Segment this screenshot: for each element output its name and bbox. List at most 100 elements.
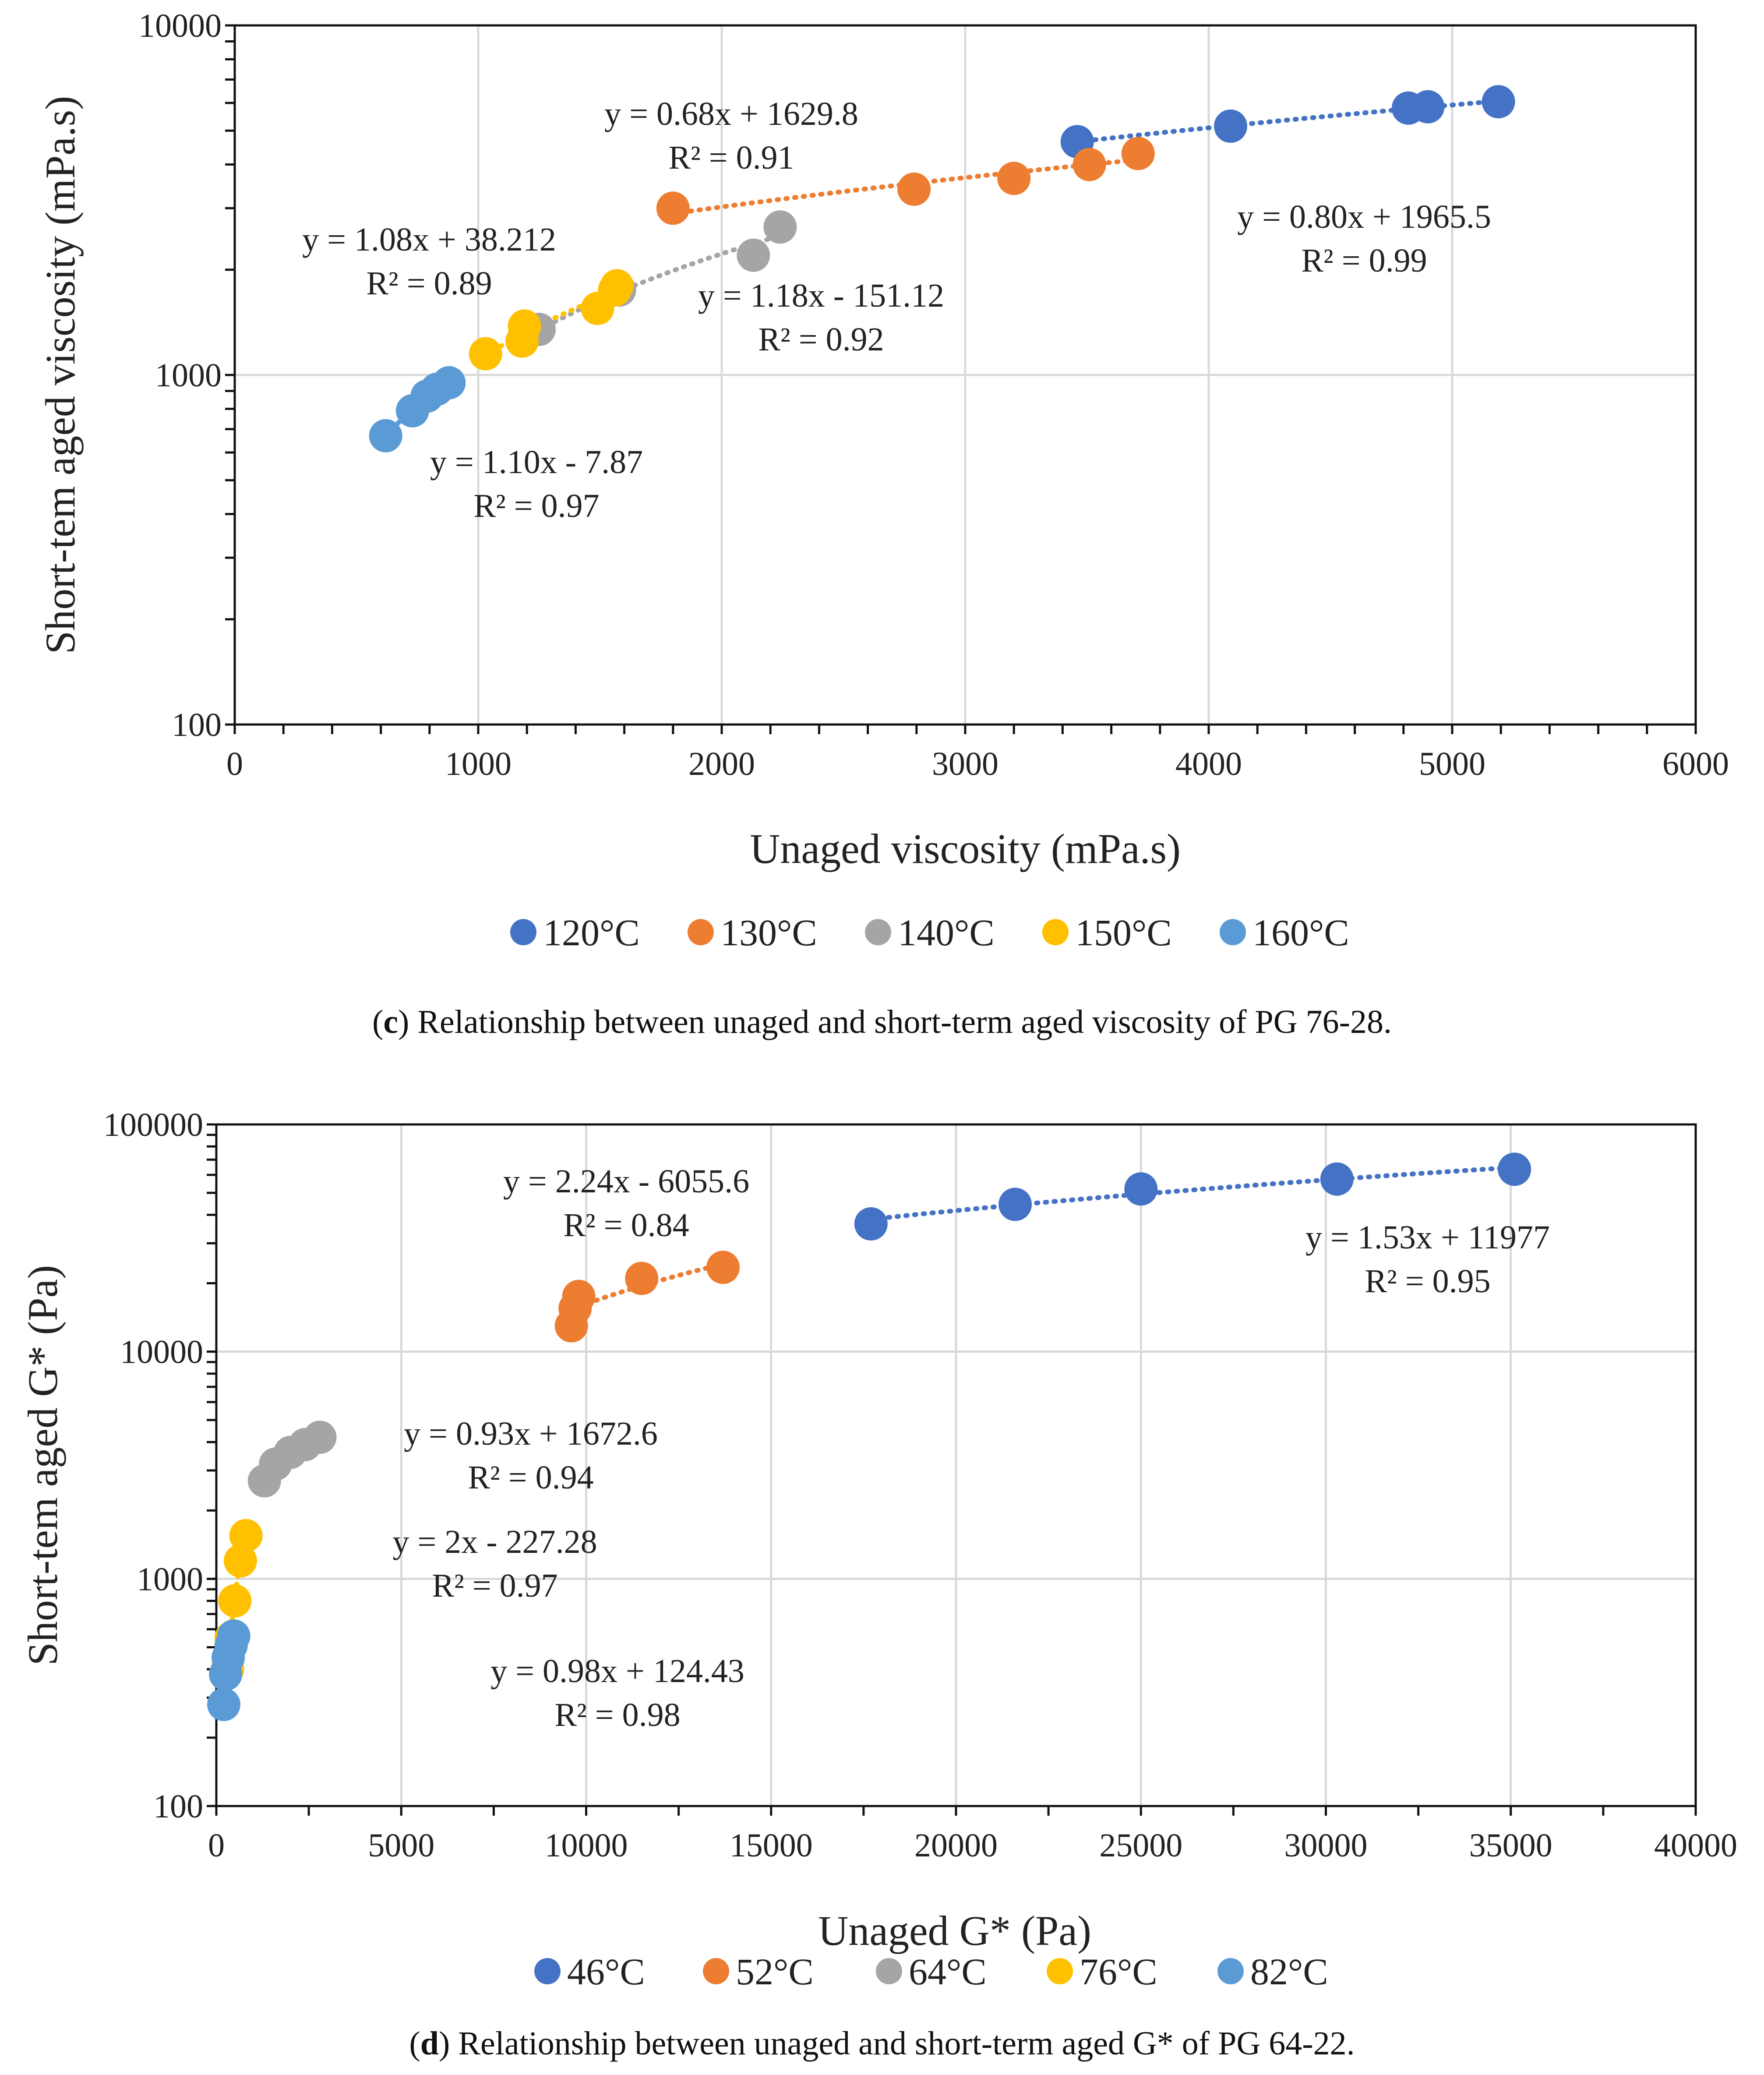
r2-140c: R² = 0.92 [758, 321, 884, 358]
x-tick-label: 15000 [730, 1827, 813, 1864]
equation-46c: y = 1.53x + 11977 [1305, 1219, 1550, 1256]
point-46c [1124, 1172, 1158, 1206]
r2-150c: R² = 0.89 [366, 265, 492, 302]
equation-64c: y = 0.93x + 1672.6 [404, 1415, 658, 1452]
x-tick-label: 3000 [932, 746, 998, 782]
x-tick-labels: 0 1000 2000 3000 4000 5000 6000 [226, 746, 1729, 782]
y-tick-labels: 100 1000 10000 100000 [103, 1106, 203, 1825]
equation-52c: y = 2.24x - 6055.6 [503, 1163, 749, 1200]
gridlines [235, 25, 1696, 725]
legend-marker-64c [876, 1958, 902, 1984]
point-52c [625, 1262, 659, 1295]
x-tick-label: 25000 [1099, 1827, 1182, 1864]
point-130c [656, 191, 690, 225]
point-130c [897, 172, 931, 206]
x-tick-label: 1000 [445, 746, 512, 782]
r2-160c: R² = 0.97 [473, 488, 599, 524]
point-52c [706, 1251, 740, 1284]
point-82c [207, 1688, 240, 1722]
legend: 120°C 130°C 140°C 150°C 160°C [510, 912, 1349, 954]
legend-label-52c: 52°C [736, 1951, 814, 1993]
legend-marker-150c [1042, 919, 1069, 945]
legend-marker-76c [1047, 1958, 1073, 1984]
legend-label-140c: 140°C [898, 912, 995, 954]
equation-130c: y = 0.68x + 1629.8 [604, 95, 858, 132]
r2-46c: R² = 0.95 [1365, 1263, 1490, 1300]
point-140c [763, 210, 797, 244]
caption-c-text: ) Relationship between unaged and short-… [398, 1004, 1392, 1040]
gridlines [216, 1124, 1696, 1806]
legend-label-64c: 64°C [909, 1951, 987, 1993]
x-tick-label: 0 [208, 1827, 225, 1864]
chart-panel-c: 0 1000 2000 3000 4000 5000 6000 100 1000 10000 U… [37, 7, 1729, 1040]
data-points [207, 1152, 1531, 1722]
point-120c [1214, 110, 1247, 143]
caption-c-letter: c [383, 1004, 398, 1040]
point-46c [1320, 1162, 1354, 1196]
point-140c [737, 238, 770, 272]
legend-marker-130c [688, 919, 714, 945]
r2-64c: R² = 0.94 [468, 1459, 593, 1496]
point-150c [508, 309, 541, 343]
point-82c [217, 1619, 250, 1653]
x-tick-label: 5000 [368, 1827, 434, 1864]
x-tick-label: 40000 [1654, 1827, 1737, 1864]
point-130c [997, 162, 1031, 195]
equation-76c: y = 2x - 227.28 [392, 1524, 597, 1560]
point-130c [1073, 148, 1106, 181]
y-tick-label: 1000 [137, 1561, 203, 1598]
equation-120c: y = 0.80x + 1965.5 [1237, 198, 1491, 235]
legend-marker-120c [510, 919, 536, 945]
y-tick-label: 10000 [138, 7, 222, 44]
point-46c [1498, 1152, 1531, 1186]
legend-marker-140c [865, 919, 891, 945]
legend-label-46c: 46°C [567, 1951, 645, 1993]
equation-160c: y = 1.10x - 7.87 [430, 444, 643, 481]
y-tick-label: 100 [172, 707, 222, 743]
x-tick-label: 35000 [1469, 1827, 1552, 1864]
legend-label-120c: 120°C [543, 912, 640, 954]
point-76c [218, 1584, 252, 1618]
legend-marker-160c [1220, 919, 1246, 945]
legend-label-82c: 82°C [1250, 1951, 1328, 1993]
point-120c [1411, 90, 1445, 124]
x-tick-labels: 0 5000 10000 15000 20000 25000 30000 35000 40000 [208, 1827, 1737, 1864]
caption-d-text: ) Relationship between unaged and short-… [439, 2025, 1355, 2062]
legend-label-130c: 130°C [720, 912, 817, 954]
legend-label-160c: 160°C [1252, 912, 1349, 954]
y-tick-label: 10000 [120, 1334, 203, 1371]
x-tick-label: 30000 [1284, 1827, 1368, 1864]
r2-130c: R² = 0.91 [668, 139, 794, 176]
x-tick-label: 2000 [688, 746, 755, 782]
caption-d: (d) Relationship between unaged and shor… [409, 2025, 1355, 2062]
point-130c [1121, 137, 1155, 170]
point-120c [1482, 85, 1515, 119]
x-tick-label: 4000 [1175, 746, 1242, 782]
point-160c [432, 366, 466, 399]
x-axis-label: Unaged G* (Pa) [818, 1907, 1091, 1954]
y-axis-label: Short-tem aged G* (Pa) [19, 1265, 66, 1665]
x-tick-label: 5000 [1419, 746, 1485, 782]
point-76c [229, 1519, 263, 1552]
y-tick-labels: 100 1000 10000 [138, 7, 222, 743]
caption-c: (c) Relationship between unaged and shor… [372, 1004, 1392, 1040]
point-150c [469, 337, 502, 371]
x-tick-label: 0 [226, 746, 243, 782]
y-tick-label: 100 [153, 1788, 203, 1825]
r2-52c: R² = 0.84 [563, 1207, 689, 1244]
chart-panel-d: 0 5000 10000 15000 20000 25000 30000 35000 40000… [19, 1106, 1737, 2062]
x-tick-label: 6000 [1662, 746, 1729, 782]
equation-140c: y = 1.18x - 151.12 [698, 277, 944, 314]
x-tick-label: 10000 [545, 1827, 628, 1864]
equation-82c: y = 0.98x + 124.43 [490, 1653, 744, 1690]
y-axis-label: Short-tem aged viscosity (mPa.s) [37, 96, 84, 654]
caption-d-letter: d [420, 2025, 439, 2062]
point-64c [303, 1421, 337, 1454]
r2-82c: R² = 0.98 [554, 1697, 680, 1733]
legend-marker-52c [703, 1958, 729, 1984]
x-axis-label: Unaged viscosity (mPa.s) [750, 825, 1181, 872]
point-160c [369, 419, 402, 452]
legend-marker-46c [534, 1958, 561, 1984]
data-points [369, 85, 1515, 452]
minor-ticks [207, 1123, 1697, 1816]
